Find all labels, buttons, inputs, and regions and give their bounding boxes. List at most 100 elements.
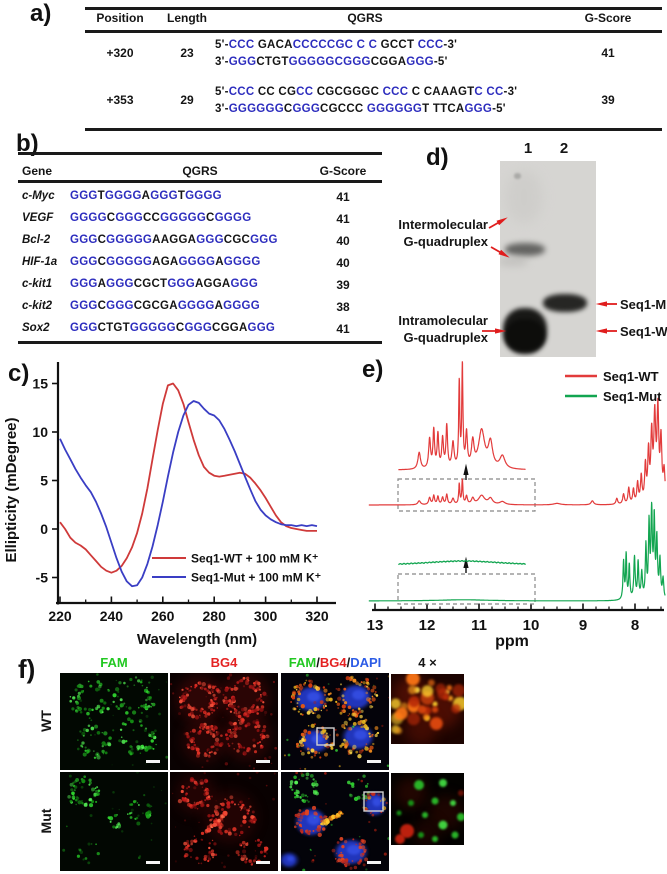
table-b-row-seq: GGGGCGGGCCGGGGGCGGGG xyxy=(70,212,252,224)
svg-text:8: 8 xyxy=(631,617,639,634)
table-b-row-seq: GGGCGGGGGAAGGAGGGCGCGGG xyxy=(70,234,278,246)
table-b-row-seq: GGGCTGTGGGGGCGGGCGGAGGG xyxy=(70,322,276,334)
gel-image xyxy=(500,161,596,357)
svg-text:13: 13 xyxy=(367,617,384,634)
table-a-row1-gscore: 39 xyxy=(601,93,615,107)
svg-text:5: 5 xyxy=(40,473,48,489)
table-b-row-seq: GGGAGGGCGCTGGGAGGAGGG xyxy=(70,278,259,290)
svg-text:9: 9 xyxy=(579,617,587,634)
table-b-header-gscore: G-Score xyxy=(319,164,367,178)
gel-band-intermolecular xyxy=(505,243,545,256)
cd-series-0 xyxy=(59,382,317,574)
table-a-row0-seq3: 3'-GGGCTGTGGGGGCGGGCGGAGGG-5' xyxy=(215,56,448,68)
gel-lane-1-label: 1 xyxy=(523,140,533,157)
channel-header-merge: FAM/BG4/DAPI xyxy=(288,655,382,670)
gel-speck xyxy=(514,173,521,179)
svg-text:10: 10 xyxy=(32,424,48,440)
cd-legend-label-0: Seq1-WT + 100 mM K⁺ xyxy=(191,552,318,566)
scale-bar xyxy=(367,861,381,864)
table-b-row-seq: GGGCGGGCGCGAGGGGAGGGG xyxy=(70,300,260,312)
table-a-rule-header xyxy=(85,30,662,33)
cd-xlabel: Wavelength (nm) xyxy=(137,631,257,648)
gel-label-intermolecular-2: G-quadruplex xyxy=(403,234,488,249)
svg-text:220: 220 xyxy=(48,608,72,624)
gel-band-seq1-mut xyxy=(543,294,587,312)
micro-wt-bg4 xyxy=(170,673,278,770)
table-a-header-qgrs: QGRS xyxy=(347,11,383,25)
scale-bar xyxy=(367,760,381,763)
table-a-row0-gscore: 41 xyxy=(601,46,615,60)
table-b-row-gscore: 38 xyxy=(336,300,350,314)
gel-smear-mid xyxy=(500,257,528,266)
svg-text:260: 260 xyxy=(151,608,175,624)
gel-lane-2-label: 2 xyxy=(559,140,569,157)
table-a-row0-length: 23 xyxy=(180,46,194,60)
table-b-row-gene: c-kit1 xyxy=(22,278,53,290)
gel-band-seq1-wt-core xyxy=(506,319,544,351)
micro-wt-merge xyxy=(281,673,389,770)
scale-bar xyxy=(256,760,270,763)
panel-a-label: a) xyxy=(30,0,52,27)
panel-c-label: c) xyxy=(8,360,30,387)
gel-arrows xyxy=(482,217,617,334)
cd-legend-label-1: Seq1-Mut + 100 mM K⁺ xyxy=(191,571,321,585)
channel-header-bg4: BG4 xyxy=(210,655,238,670)
table-a-row0-position: +320 xyxy=(106,46,134,60)
gel-smear-top xyxy=(506,171,542,223)
table-a-rule-top xyxy=(85,7,662,10)
channel-header-4x: 4 × xyxy=(418,655,437,670)
table-a-row1-seq5: 5'-CCC CC CGCC CGCGGGC CCC C CAAAGTC CC-… xyxy=(215,86,518,98)
row-label-wt: WT xyxy=(38,710,54,732)
svg-text:280: 280 xyxy=(203,608,227,624)
cd-axes: 220 240 260 280 300 320 -5 0 5 10 15 Wavelength (nm… xyxy=(3,362,336,648)
panel-b-label: b) xyxy=(16,130,39,157)
table-b-row-gscore: 40 xyxy=(336,256,350,270)
table-b-rule-top xyxy=(18,152,382,155)
table-b-row-gscore: 41 xyxy=(336,212,350,226)
table-b-row-seq: GGGCGGGGGAGAGGGGAGGGG xyxy=(70,256,261,268)
micro-wt-4x xyxy=(391,674,464,744)
table-b-row-gene: HIF-1a xyxy=(22,256,58,268)
panel-e-label: e) xyxy=(362,356,384,383)
cd-spectrum-chart: 220 240 260 280 300 320 -5 0 5 10 15 Wavelength (nm… xyxy=(3,362,336,648)
roi-box xyxy=(316,727,335,746)
svg-text:0: 0 xyxy=(40,521,48,537)
scale-bar xyxy=(146,760,160,763)
cd-series-1 xyxy=(59,400,318,588)
nmr-xlabel: ppm xyxy=(495,633,529,650)
table-b-row-gscore: 39 xyxy=(336,278,350,292)
table-b-row-gene: c-Myc xyxy=(22,190,55,202)
micro-mut-bg4 xyxy=(170,772,278,871)
table-b-row-gscore: 41 xyxy=(336,322,350,336)
table-b-rule-bottom xyxy=(18,341,382,344)
svg-text:15: 15 xyxy=(32,376,48,392)
gel-label-intramolecular-2: G-quadruplex xyxy=(403,330,488,345)
gel-label-intermolecular-1: Intermolecular xyxy=(398,217,488,232)
table-b-header-gene: Gene xyxy=(22,164,53,178)
table-a-header-length: Length xyxy=(167,11,207,25)
panel-f-label: f) xyxy=(18,654,36,684)
micro-mut-merge xyxy=(281,772,389,871)
table-b-row-seq: GGGTGGGGAGGGTGGGG xyxy=(70,190,222,202)
gel-label-seq1-mut: Seq1-Mut xyxy=(620,297,667,312)
nmr-axis: 13 12 11 10 9 8 ppm xyxy=(367,603,664,650)
micro-mut-4x xyxy=(391,773,464,845)
table-a-row1-seq3: 3'-GGGGGGCGGGCGCCC GGGGGGT TTCAGGG-5' xyxy=(215,103,506,115)
roi-box xyxy=(363,791,384,812)
micro-mut-fam xyxy=(60,772,168,871)
table-b-header-qgrs: QGRS xyxy=(182,164,218,178)
row-label-mut: Mut xyxy=(38,808,54,834)
panel-d-label: d) xyxy=(426,144,449,171)
table-b-row-gscore: 40 xyxy=(336,234,350,248)
scale-bar xyxy=(146,861,160,864)
svg-text:-5: -5 xyxy=(36,570,49,586)
table-b-row-gene: Bcl-2 xyxy=(22,234,51,246)
svg-text:10: 10 xyxy=(523,617,540,634)
nmr-wt-dashed-box xyxy=(397,478,536,512)
table-a-row0-seq5: 5'-CCC GACACCCCCGC C C GCCT CCC-3' xyxy=(215,39,458,51)
nmr-legend-label-0: Seq1-WT xyxy=(603,369,659,384)
gel-label-intramolecular-1: Intramolecular xyxy=(398,313,488,328)
nmr-mut-dashed-box xyxy=(397,573,536,605)
table-a-row1-length: 29 xyxy=(180,93,194,107)
